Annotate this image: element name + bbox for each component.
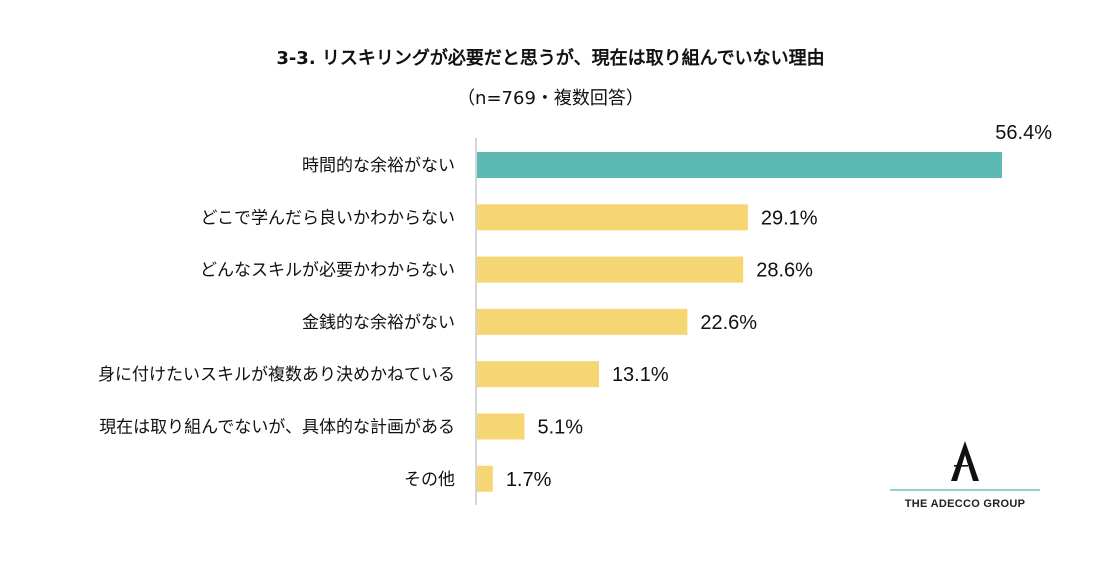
value-label-1: 56.4% — [995, 122, 1052, 144]
bar-4 — [477, 308, 688, 335]
category-label-6: 現在は取り組んでないが、具体的な計画がある — [99, 418, 455, 438]
category-label-7: その他 — [404, 470, 455, 490]
bar-3 — [477, 256, 744, 283]
bar-5 — [477, 361, 599, 388]
category-label-3: どんなスキルが必要かわからない — [200, 261, 455, 281]
adecco-logo-line — [890, 489, 1040, 491]
category-label-5: 身に付けたいスキルが複数あり決めかねている — [98, 365, 455, 385]
value-label-5: 13.1% — [612, 364, 669, 386]
value-label-7: 1.7% — [506, 469, 552, 491]
chart-title: 3-3. リスキリングが必要だと思うが、現在は取り組んでいない理由 — [276, 48, 825, 69]
category-label-2: どこで学んだら良いかわからない — [201, 208, 456, 228]
adecco-logo-text: THE ADECCO GROUP — [904, 498, 1026, 510]
adecco-logo-mark-icon — [951, 441, 979, 481]
bar-2 — [477, 204, 748, 231]
bar-6 — [477, 413, 525, 440]
bar-7 — [477, 465, 493, 492]
value-label-6: 5.1% — [537, 417, 583, 439]
bar-1 — [477, 152, 1002, 178]
chart-subtitle: （n=769・複数回答） — [457, 88, 644, 109]
value-label-3: 28.6% — [756, 260, 813, 282]
bars-group: 時間的な余裕がない 56.4% どこで学んだら良いかわからない 29.1% どんなスキル… — [98, 122, 1052, 492]
value-label-2: 29.1% — [761, 207, 818, 229]
category-label-4: 金銭的な余裕がない — [302, 313, 455, 333]
value-label-4: 22.6% — [700, 312, 757, 334]
category-label-1: 時間的な余裕がない — [302, 156, 455, 176]
adecco-logo: THE ADECCO GROUP — [890, 435, 1040, 515]
